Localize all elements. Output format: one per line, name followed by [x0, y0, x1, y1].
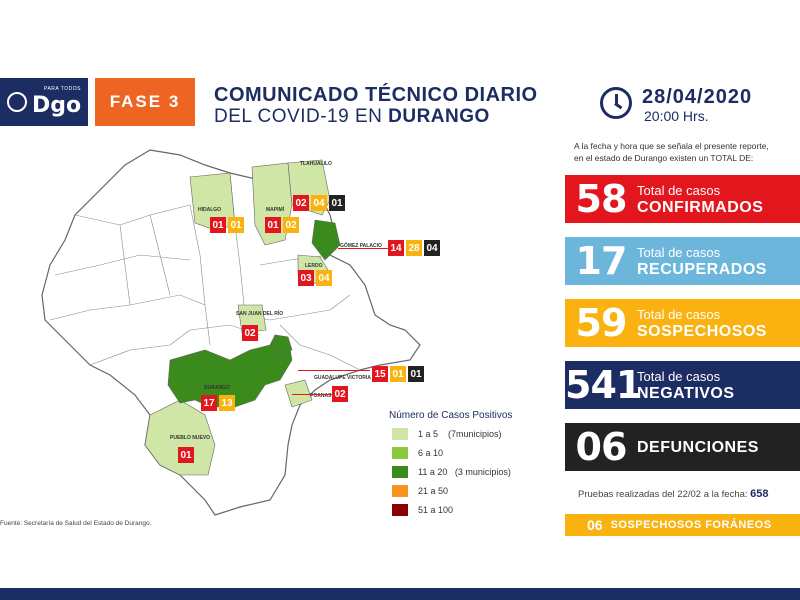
- legend-item: 6 a 10: [392, 447, 443, 459]
- gomez-palacio-leader: [338, 248, 388, 249]
- guadalupe-victoria-deaths: 01: [408, 366, 424, 382]
- stat-caption: Total de casos: [637, 245, 721, 260]
- foreign-suspects-count: 06: [587, 517, 603, 533]
- gomez-palacio-confirmed: 14: [388, 240, 404, 256]
- stat-recuperados: 17 Total de casos RECUPERADOS: [565, 237, 800, 285]
- map-label-mapimi: MAPIMÍ: [266, 207, 285, 213]
- foreign-suspects-label: SOSPECHOSOS FORÁNEOS: [610, 519, 772, 531]
- map-label-tlahualilo: TLAHUALILO: [300, 161, 332, 167]
- stat-number: 58: [575, 177, 628, 221]
- guadalupe-victoria-suspected: 01: [390, 366, 406, 382]
- poanas-leader: [292, 394, 332, 395]
- stat-label: SOSPECHOSOS: [637, 323, 767, 340]
- phase-badge: FASE 3: [95, 78, 195, 126]
- legend-label: 6 a 10: [418, 448, 444, 458]
- legend-swatch: [392, 466, 408, 478]
- hidalgo-confirmed: 01: [210, 217, 226, 233]
- legend-title: Número de Casos Positivos: [389, 410, 513, 421]
- guadalupe-victoria-leader: [298, 370, 370, 371]
- stat-label: DEFUNCIONES: [637, 438, 759, 456]
- map-label-pueblo-nuevo: PUEBLO NUEVO: [170, 435, 211, 441]
- tlahualilo-confirmed: 02: [293, 195, 309, 211]
- lerdo-suspected: 04: [316, 270, 332, 286]
- clock-icon: [600, 87, 632, 119]
- stat-label: RECUPERADOS: [637, 261, 767, 278]
- map-label-poanas: POANAS: [310, 393, 332, 399]
- tlahualilo-suspected: 04: [311, 195, 327, 211]
- legend-swatch: [392, 447, 408, 459]
- mapimi-confirmed: 01: [265, 217, 281, 233]
- legend-label: 51 a 100: [418, 505, 454, 515]
- map-label-guadalupe-victoria: GUADALUPE VICTORIA: [314, 375, 371, 381]
- stat-number: 541: [565, 363, 642, 407]
- stat-defunciones: 06 DEFUNCIONES: [565, 423, 800, 471]
- legend-swatch: [392, 485, 408, 497]
- mapimi-suspected: 02: [283, 217, 299, 233]
- legend-swatch: [392, 428, 408, 440]
- stat-label: CONFIRMADOS: [637, 199, 764, 216]
- map-label-lerdo: LERDO: [305, 263, 323, 269]
- state-seal-icon: [6, 92, 27, 112]
- hidalgo-suspected: 01: [228, 217, 244, 233]
- report-subtitle: DEL COVID-19 EN DURANGO: [214, 106, 490, 127]
- tlahualilo-deaths: 01: [329, 195, 345, 211]
- stat-negativos: 541 Total de casos NEGATIVOS: [565, 361, 800, 409]
- legend-label: 1 a 5 (7municipios): [418, 429, 502, 439]
- map-label-san-juan-del-rio: SAN JUAN DEL RÍO: [236, 311, 284, 317]
- tests-performed: Pruebas realizadas del 22/02 a la fecha:…: [578, 488, 769, 500]
- stat-number: 17: [575, 239, 628, 283]
- durango-confirmed: 17: [201, 395, 217, 411]
- legend-item: 11 a 20 (3 municipios): [392, 466, 511, 478]
- intro-text: A la fecha y hora que se señala el prese…: [574, 141, 769, 163]
- durango-suspected: 13: [219, 395, 235, 411]
- stat-caption: Total de casos: [637, 369, 721, 384]
- durango-map: HIDALGO MAPIMÍ TLAHUALILO GÓMEZ PALACIO …: [30, 145, 460, 530]
- report-time: 20:00 Hrs.: [644, 108, 709, 124]
- legend-item: 51 a 100: [392, 504, 453, 516]
- state-outline: [41, 149, 421, 516]
- san-juan-del-rio-confirmed: 02: [242, 325, 258, 341]
- stat-number: 59: [575, 301, 628, 345]
- source-note: Fuente: Secretaría de Salud del Estado d…: [0, 520, 152, 527]
- legend-label: 11 a 20 (3 municipios): [418, 467, 511, 477]
- footer-bar: [0, 588, 800, 600]
- legend-item: 1 a 5 (7municipios): [392, 428, 502, 440]
- stat-number: 06: [575, 425, 628, 469]
- guadalupe-victoria-confirmed: 15: [372, 366, 388, 382]
- report-title: COMUNICADO TÉCNICO DIARIO: [214, 84, 538, 106]
- report-date: 28/04/2020: [642, 86, 753, 108]
- map-label-hidalgo: HIDALGO: [198, 207, 222, 213]
- gomez-palacio-deaths: 04: [424, 240, 440, 256]
- logo-tagline: PARA TODOS: [44, 86, 81, 92]
- foreign-suspects-bar: 06 SOSPECHOSOS FORÁNEOS: [565, 514, 800, 536]
- stat-label: NEGATIVOS: [637, 385, 735, 402]
- gomez-palacio-suspected: 28: [406, 240, 422, 256]
- stat-sospechosos: 59 Total de casos SOSPECHOSOS: [565, 299, 800, 347]
- legend-swatch: [392, 504, 408, 516]
- legend-item: 21 a 50: [392, 485, 448, 497]
- stat-caption: Total de casos: [637, 183, 721, 198]
- government-logo: PARA TODOS Dgo: [0, 78, 88, 126]
- lerdo-confirmed: 03: [298, 270, 314, 286]
- pueblo-nuevo-confirmed: 01: [178, 447, 194, 463]
- logo-text: Dgo: [31, 92, 82, 118]
- legend-label: 21 a 50: [418, 486, 449, 496]
- stat-caption: Total de casos: [637, 307, 721, 322]
- map-label-durango: DURANGO: [204, 385, 230, 391]
- map-label-gomez-palacio: GÓMEZ PALACIO: [340, 243, 382, 249]
- poanas-confirmed: 02: [332, 386, 348, 402]
- stat-confirmados: 58 Total de casos CONFIRMADOS: [565, 175, 800, 223]
